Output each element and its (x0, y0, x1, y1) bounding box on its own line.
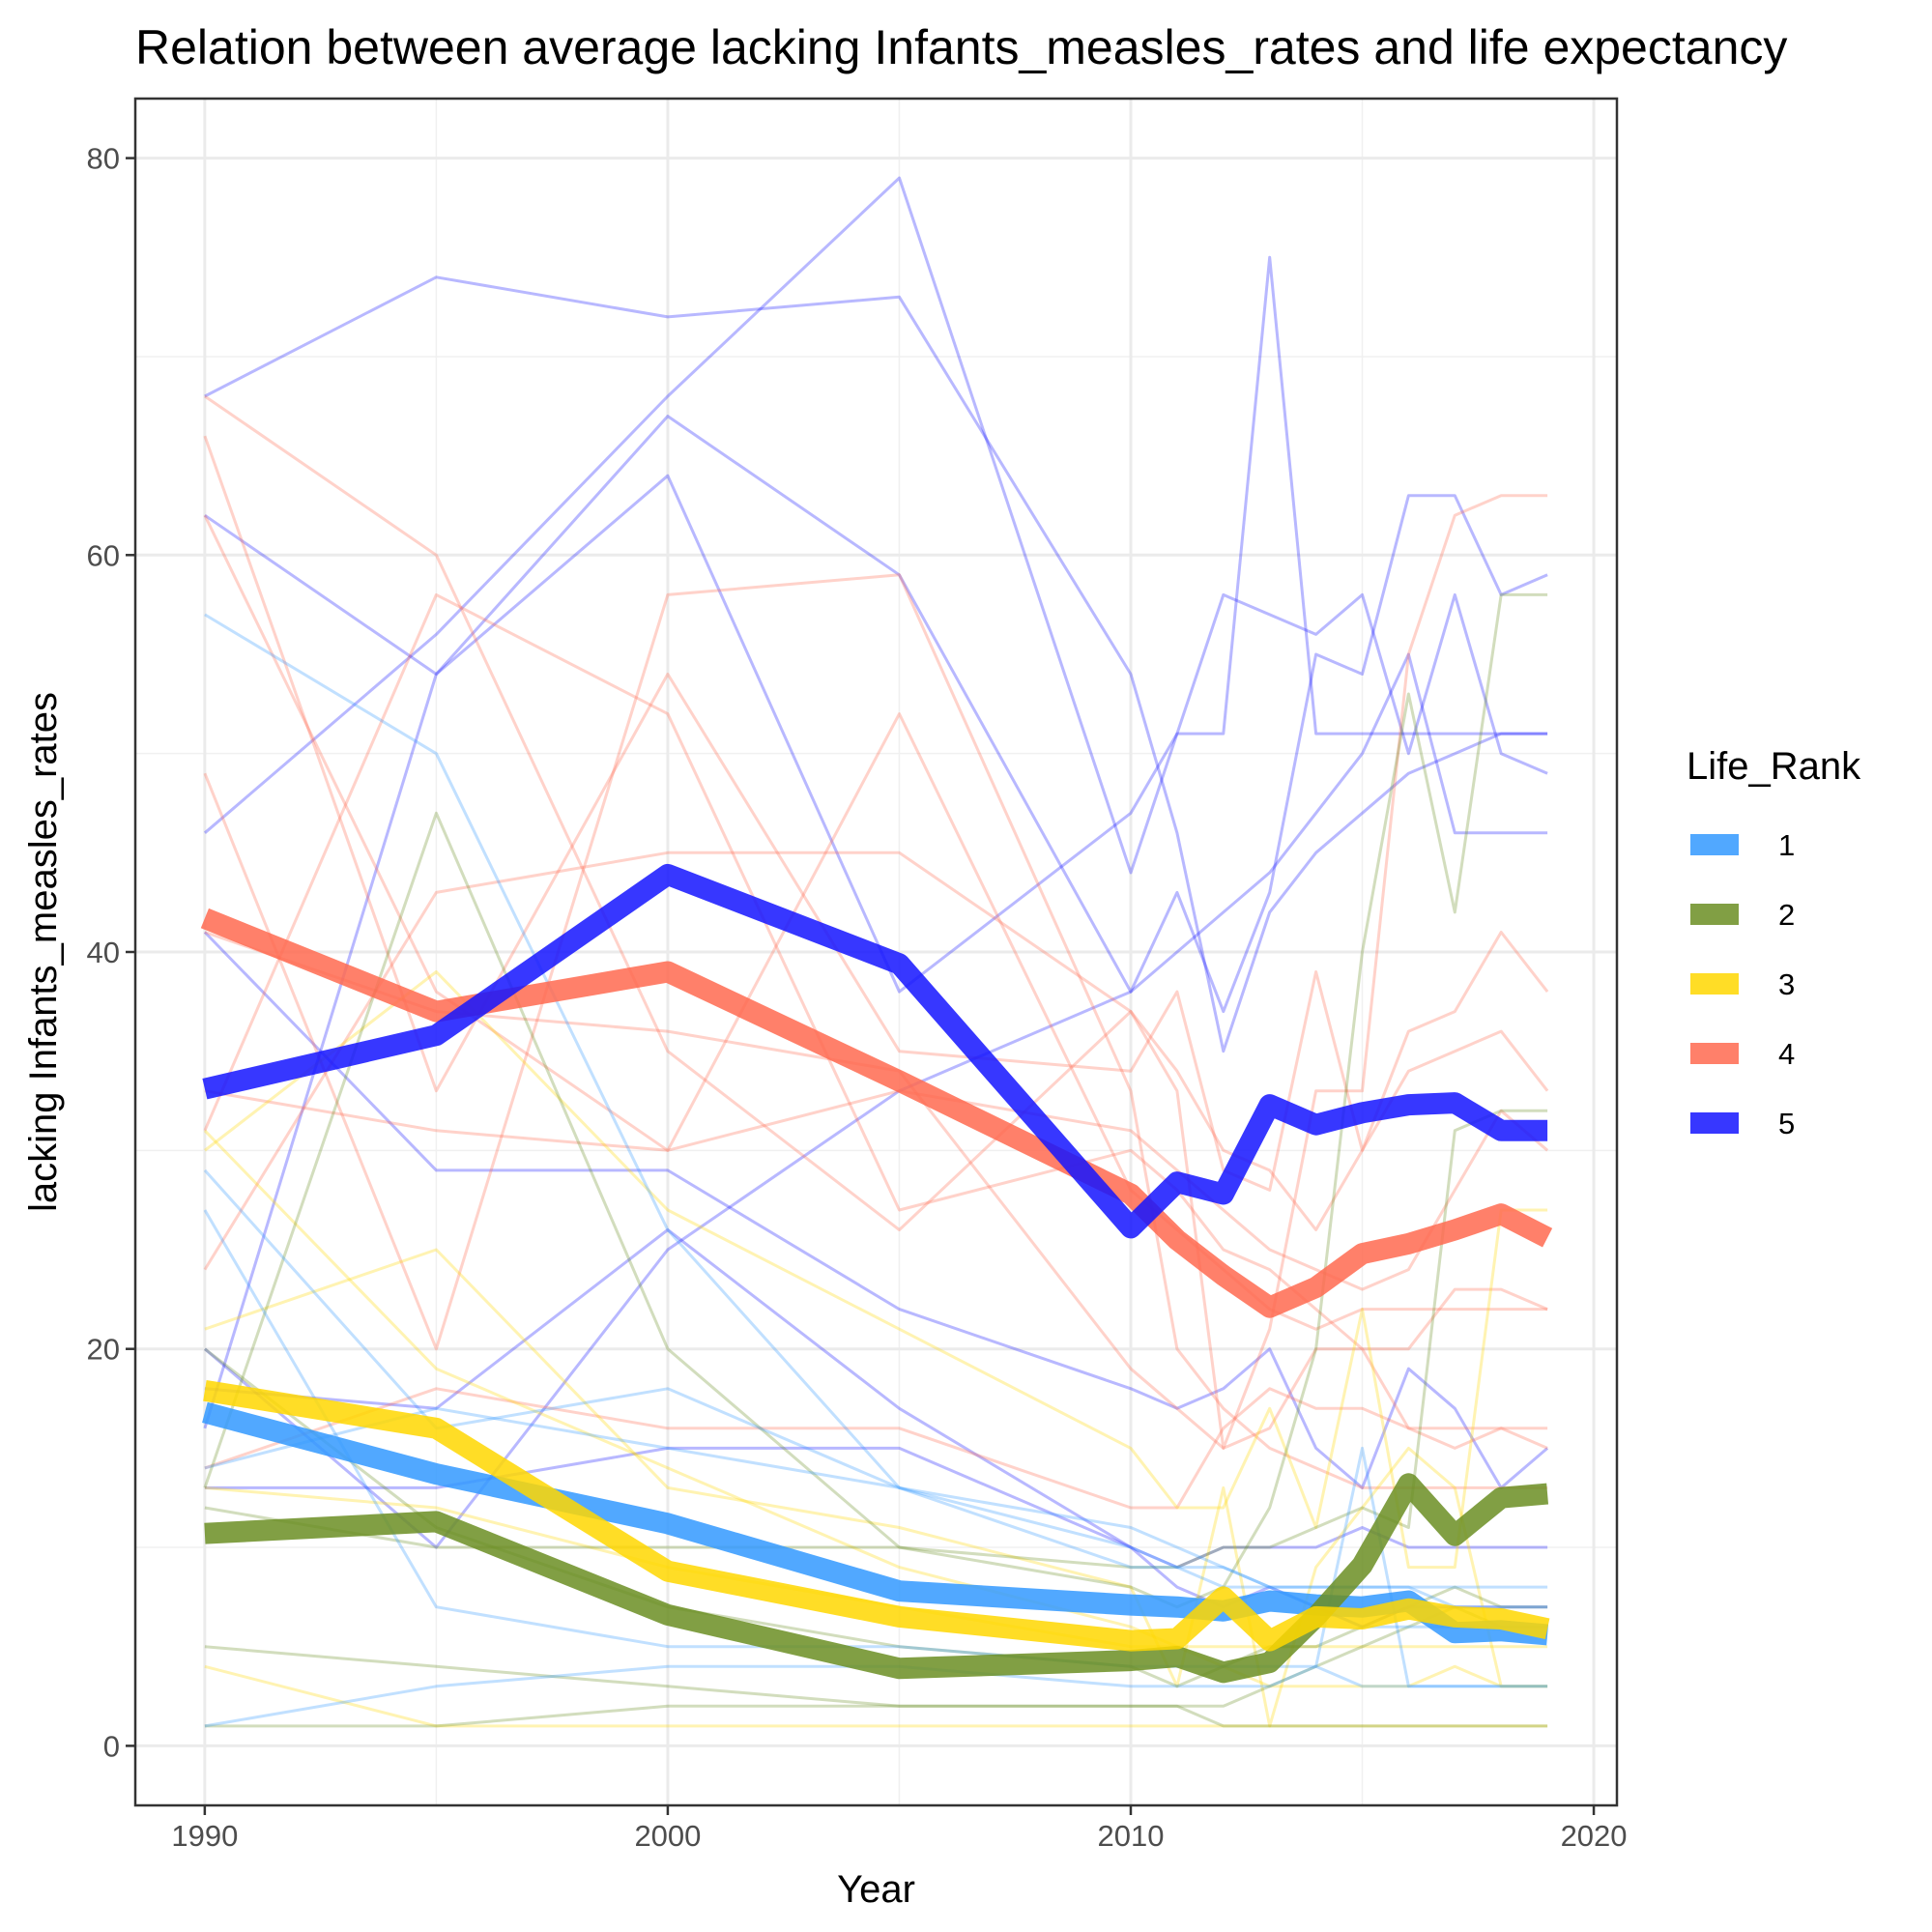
legend-label-4: 4 (1778, 1037, 1795, 1071)
x-tick-label: 2020 (1561, 1819, 1628, 1853)
average-line-rank-5 (202, 863, 1548, 1239)
y-tick-label: 80 (87, 142, 120, 176)
x-axis-title: Year (837, 1868, 915, 1911)
country-line-rank-4 (203, 573, 1548, 1489)
axis-layer: 0 20 40 60 80 1990 2000 2010 2020 (87, 142, 1628, 1853)
country-line-rank-5 (203, 176, 1548, 875)
country-line-rank-1 (203, 1168, 1548, 1609)
legend-label-5: 5 (1778, 1107, 1795, 1140)
x-tick-label: 1990 (171, 1819, 238, 1853)
legend: Life_Rank 1 2 3 4 5 (1687, 745, 1861, 1140)
country-line-rank-2 (204, 1109, 1548, 1570)
chart-title: Relation between average lacking Infants… (135, 20, 1787, 74)
y-tick-label: 20 (87, 1333, 120, 1367)
country-line-rank-5 (203, 652, 1548, 1549)
country-line-rank-4 (204, 394, 1548, 1450)
country-line-rank-4 (204, 1089, 1549, 1291)
country-line-rank-1 (204, 1446, 1548, 1728)
country-line-rank-2 (204, 1645, 1548, 1728)
legend-label-3: 3 (1778, 967, 1795, 1001)
x-tick-label: 2000 (634, 1819, 701, 1853)
y-axis-title: lacking Infants_measles_rates (22, 692, 65, 1212)
y-tick-label: 0 (103, 1729, 120, 1763)
legend-label-2: 2 (1778, 898, 1795, 932)
country-line-rank-5 (204, 1446, 1548, 1570)
average-line-rank-2 (204, 1473, 1549, 1684)
average-lines-layer (200, 863, 1553, 1684)
country-line-rank-5 (204, 415, 1548, 1014)
x-tick-label: 2010 (1098, 1819, 1165, 1853)
country-line-rank-3 (204, 1664, 1548, 1728)
y-tick-label: 40 (87, 936, 120, 969)
country-line-rank-5 (204, 275, 1548, 1053)
country-line-rank-2 (203, 592, 1548, 1609)
legend-title: Life_Rank (1687, 745, 1861, 788)
country-line-rank-4 (204, 931, 1548, 1450)
country-line-rank-4 (204, 1387, 1548, 1510)
y-tick-label: 60 (87, 538, 120, 572)
country-line-rank-1 (204, 1406, 1548, 1589)
average-line-rank-4 (200, 908, 1553, 1318)
country-line-rank-4 (203, 435, 1549, 1192)
legend-label-1: 1 (1778, 828, 1795, 862)
country-line-rank-5 (203, 931, 1549, 1489)
country-line-rank-4 (203, 592, 1548, 1351)
average-line-rank-3 (203, 1379, 1550, 1652)
country-line-rank-5 (203, 474, 1548, 1429)
country-line-rank-3 (203, 970, 1548, 1570)
